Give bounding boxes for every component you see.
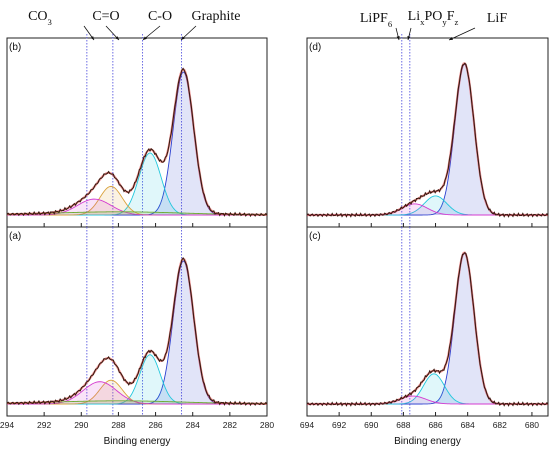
x-axis-label: Binding energy <box>394 436 461 447</box>
x-tick-label: 290 <box>74 420 88 430</box>
peak-fill-lixpoyfz <box>307 373 548 404</box>
annotation-arrow-1-head <box>115 36 119 40</box>
experimental-spectrum <box>306 62 549 218</box>
plot-frame <box>306 226 549 417</box>
annotation-arrow-r1-head <box>407 36 411 40</box>
plot-frame <box>6 226 268 417</box>
annotation-c-o: C-O <box>148 9 172 24</box>
annotation-c-o: C=O <box>92 9 119 24</box>
annotation-arrow-r0-head <box>396 36 400 40</box>
annotation-lipf6: LiPF6 <box>360 11 393 29</box>
peak-fill-co3 <box>7 199 267 215</box>
annotations-group: CO3 C=O C-O Graphite LiPF6 LixPOyFz LiF <box>28 9 507 41</box>
peak-fill-lixpoyfz <box>307 195 548 215</box>
annotation-arrow-r2 <box>448 27 476 41</box>
experimental-spectrum <box>6 67 268 218</box>
x-tick-label: 694 <box>300 420 314 430</box>
annotation-lif: LiF <box>487 11 507 26</box>
panel-a-group: (a) 294 292 290 288 286 284 282 280 Binding energ… <box>0 226 274 447</box>
annotation-arrow-r2-head <box>449 37 453 40</box>
x-tick-label: 286 <box>148 420 162 430</box>
panel-label: (a) <box>9 231 21 242</box>
x-tick-label: 690 <box>364 420 378 430</box>
plot-frame <box>306 37 549 228</box>
annotation-arrow-2-head <box>143 36 147 40</box>
annotation-arrow-0-head <box>90 36 94 40</box>
x-tick-label: 680 <box>525 420 539 430</box>
x-tick-label: 686 <box>428 420 442 430</box>
panel-d-group: (d) <box>306 34 549 228</box>
experimental-spectrum <box>6 256 268 407</box>
annotation-lixpoyfz: LixPOyFz <box>408 9 459 27</box>
x-tick-label: 288 <box>111 420 125 430</box>
x-tick-label: 282 <box>223 420 237 430</box>
x-tick-label: 292 <box>37 420 51 430</box>
annotation-graphite: Graphite <box>192 9 241 24</box>
x-tick-label: 692 <box>332 420 346 430</box>
x-tick-label: 294 <box>0 420 14 430</box>
panel-c-group: (c) 694 692 690 688 686 684 682 680 Binding energ… <box>300 226 549 447</box>
panel-label: (c) <box>309 231 321 242</box>
panel-label: (b) <box>9 42 21 53</box>
peak-fill-lipf6 <box>307 203 548 215</box>
annotation-arrow-3-head <box>181 36 185 40</box>
panel-label: (d) <box>309 42 321 53</box>
x-tick-label: 280 <box>260 420 274 430</box>
experimental-spectrum <box>306 251 549 407</box>
panel-b-group: (b) <box>6 34 268 228</box>
x-tick-label: 688 <box>396 420 410 430</box>
x-tick-label: 684 <box>461 420 475 430</box>
peak-fill-c-o <box>7 354 267 404</box>
x-axis-label: Binding energy <box>104 436 171 447</box>
x-tick-label: 682 <box>493 420 507 430</box>
fit-envelope <box>307 62 548 217</box>
x-tick-label: 284 <box>186 420 200 430</box>
annotation-co3: CO3 <box>28 9 52 27</box>
